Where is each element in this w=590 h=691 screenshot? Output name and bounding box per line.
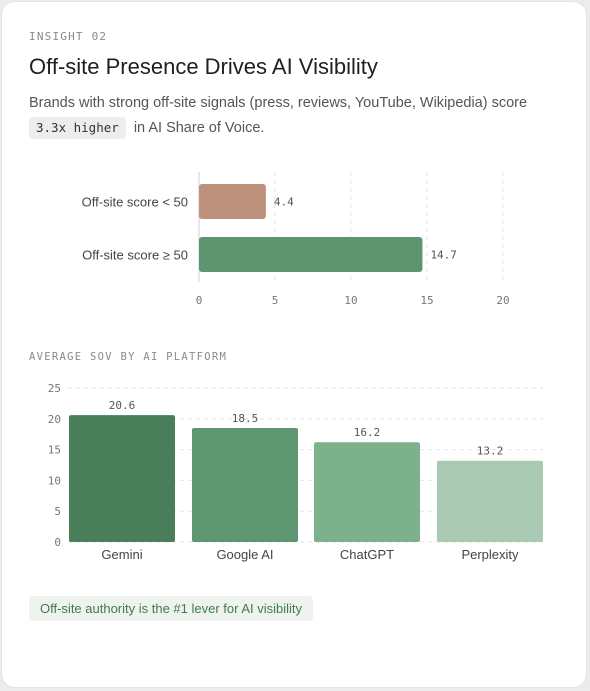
v-bar <box>437 460 543 542</box>
h-bar <box>199 237 423 272</box>
description-text: Brands with strong off-site signals (pre… <box>29 95 528 111</box>
v-tick-label: 15 <box>48 444 61 457</box>
v-bar <box>192 428 298 542</box>
h-data-label: 4.4 <box>274 196 294 209</box>
v-tick-label: 10 <box>48 474 61 487</box>
v-data-label: 18.5 <box>232 412 259 425</box>
h-tick-label: 0 <box>196 294 203 307</box>
v-data-label: 13.2 <box>477 445 504 458</box>
v-data-label: 16.2 <box>354 426 381 439</box>
v-category-label: Perplexity <box>461 547 519 562</box>
offsite-score-chart: 0 5 10 15 20 Off-site score < 50 4.4 Off-site s… <box>82 172 510 307</box>
v-bar <box>69 415 175 542</box>
h-bar <box>199 184 266 219</box>
h-category-label: Off-site score < 50 <box>82 195 188 210</box>
h-tick-label: 5 <box>272 294 279 307</box>
insight-eyebrow: INSIGHT 02 <box>29 30 108 43</box>
h-category-label: Off-site score ≥ 50 <box>82 248 188 263</box>
v-category-label: Gemini <box>101 547 142 562</box>
insight-description: Brands with strong off-site signals (pre… <box>29 91 559 141</box>
v-category-label: Google AI <box>216 547 273 562</box>
highlight-badge: 3.3x higher <box>29 117 126 139</box>
v-tick-label: 20 <box>48 413 61 426</box>
h-data-label: 14.7 <box>430 249 457 262</box>
h-tick-label: 15 <box>420 294 433 307</box>
v-category-label: ChatGPT <box>340 547 394 562</box>
v-tick-label: 5 <box>54 505 61 518</box>
insight-callout: Off-site authority is the #1 lever for A… <box>29 596 314 621</box>
v-tick-label: 0 <box>54 536 61 549</box>
v-tick-label: 25 <box>48 382 61 395</box>
insight-title: Off-site Presence Drives AI Visibility <box>29 54 378 79</box>
platform-section-label: AVERAGE SOV BY AI PLATFORM <box>29 351 228 363</box>
v-data-label: 20.6 <box>109 399 136 412</box>
platform-sov-chart: 0 5 10 15 20 25 20.6 Gemini 18.5 Google AI 16.2 Cha… <box>48 382 543 562</box>
h-tick-label: 10 <box>344 294 357 307</box>
v-bar <box>314 442 420 542</box>
h-tick-label: 20 <box>496 294 509 307</box>
description-suffix: in AI Share of Voice. <box>133 120 265 136</box>
